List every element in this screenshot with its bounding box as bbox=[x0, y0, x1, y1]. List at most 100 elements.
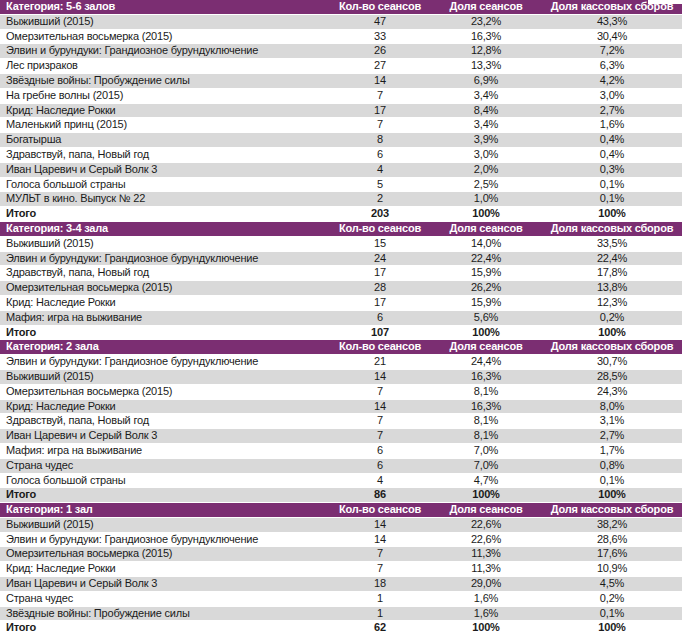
film-title-cell: Крид: Наследие Рокки bbox=[0, 562, 330, 577]
boxoffice-share-cell: 2,7% bbox=[542, 429, 682, 444]
session-count-cell: 107 bbox=[330, 325, 430, 340]
film-title-cell: Выживший (2015) bbox=[0, 236, 330, 251]
boxoffice-share-cell: 3,1% bbox=[542, 414, 682, 429]
column-header: Доля кассовых сборов bbox=[542, 340, 682, 354]
boxoffice-share-cell: 0,3% bbox=[542, 162, 682, 177]
table-row: Здравствуй, папа, Новый год63,0%0,4% bbox=[0, 147, 682, 162]
film-title-cell: Выживший (2015) bbox=[0, 14, 330, 29]
session-share-cell: 8,1% bbox=[430, 429, 542, 444]
table-row: Выживший (2015)1514,0%33,5% bbox=[0, 236, 682, 251]
session-count-cell: 27 bbox=[330, 59, 430, 74]
session-count-cell: 14 bbox=[330, 517, 430, 532]
session-share-cell: 22,6% bbox=[430, 532, 542, 547]
session-count-cell: 14 bbox=[330, 532, 430, 547]
film-title-cell: Богатырша bbox=[0, 133, 330, 148]
film-title-cell: Выживший (2015) bbox=[0, 369, 330, 384]
table-row: Страна чудес67,0%0,8% bbox=[0, 458, 682, 473]
boxoffice-share-cell: 7,2% bbox=[542, 44, 682, 59]
session-count-cell: 26 bbox=[330, 44, 430, 59]
session-share-cell: 8,1% bbox=[430, 384, 542, 399]
session-share-cell: 11,3% bbox=[430, 562, 542, 577]
film-title-cell: Элвин и бурундуки: Грандиозное бурундукл… bbox=[0, 251, 330, 266]
column-header: Доля сеансов bbox=[430, 340, 542, 354]
boxoffice-share-cell: 1,6% bbox=[542, 118, 682, 133]
table-row: Здравствуй, папа, Новый год1715,9%17,8% bbox=[0, 266, 682, 281]
session-count-cell: 18 bbox=[330, 577, 430, 592]
session-count-cell: 6 bbox=[330, 310, 430, 325]
session-share-cell: 3,4% bbox=[430, 118, 542, 133]
boxoffice-share-cell: 100% bbox=[542, 207, 682, 222]
session-share-cell: 2,5% bbox=[430, 177, 542, 192]
total-label: Итого bbox=[0, 325, 330, 340]
film-title-cell: Звёздные войны: Пробуждение силы bbox=[0, 606, 330, 621]
column-header: Доля кассовых сборов bbox=[542, 222, 682, 236]
table-row: Омерзительная восьмерка (2015)711,3%17,6… bbox=[0, 547, 682, 562]
column-header: Доля сеансов bbox=[430, 0, 542, 14]
boxoffice-share-cell: 13,8% bbox=[542, 281, 682, 296]
table-row: МУЛЬТ в кино. Выпуск № 2221,0%0,1% bbox=[0, 192, 682, 207]
film-title-cell: Крид: Наследие Рокки bbox=[0, 399, 330, 414]
session-count-cell: 1 bbox=[330, 606, 430, 621]
boxoffice-share-cell: 100% bbox=[542, 621, 682, 636]
film-title-cell: Страна чудес bbox=[0, 591, 330, 606]
total-row: Итого107100%100% bbox=[0, 325, 682, 340]
boxoffice-share-cell: 4,5% bbox=[542, 577, 682, 592]
boxoffice-share-cell: 28,6% bbox=[542, 532, 682, 547]
table-header-row: Категория: 2 залаКол-во сеансовДоля сеан… bbox=[0, 340, 682, 354]
film-title-cell: Иван Царевич и Серый Волк 3 bbox=[0, 162, 330, 177]
boxoffice-share-cell: 38,2% bbox=[542, 517, 682, 532]
session-share-cell: 7,0% bbox=[430, 443, 542, 458]
boxoffice-share-cell: 28,5% bbox=[542, 369, 682, 384]
table-row: Мафия: игра на выживание67,0%1,7% bbox=[0, 443, 682, 458]
table-row: Иван Царевич и Серый Волк 31829,0%4,5% bbox=[0, 577, 682, 592]
session-count-cell: 7 bbox=[330, 562, 430, 577]
total-row: Итого62100%100% bbox=[0, 621, 682, 636]
boxoffice-share-cell: 4,2% bbox=[542, 73, 682, 88]
boxoffice-share-cell: 12,3% bbox=[542, 295, 682, 310]
table-row: Омерзительная восьмерка (2015)78,1%24,3% bbox=[0, 384, 682, 399]
total-label: Итого bbox=[0, 207, 330, 222]
table-header-row: Категория: 3-4 залаКол-во сеансовДоля се… bbox=[0, 222, 682, 236]
session-share-cell: 26,2% bbox=[430, 281, 542, 296]
session-count-cell: 7 bbox=[330, 429, 430, 444]
session-count-cell: 7 bbox=[330, 88, 430, 103]
session-share-cell: 100% bbox=[430, 488, 542, 503]
total-label: Итого bbox=[0, 621, 330, 636]
table-row: Иван Царевич и Серый Волк 342,0%0,3% bbox=[0, 162, 682, 177]
category-label: Категория: 3-4 зала bbox=[0, 222, 330, 236]
session-share-cell: 16,3% bbox=[430, 399, 542, 414]
session-share-cell: 6,9% bbox=[430, 73, 542, 88]
film-title-cell: Омерзительная восьмерка (2015) bbox=[0, 547, 330, 562]
table-row: Выживший (2015)4723,2%43,3% bbox=[0, 14, 682, 29]
boxoffice-share-cell: 33,5% bbox=[542, 236, 682, 251]
table-row: Крид: Наследие Рокки711,3%10,9% bbox=[0, 562, 682, 577]
session-count-cell: 33 bbox=[330, 29, 430, 44]
category-label: Категория: 5-6 залов bbox=[0, 0, 330, 14]
corner-artifact bbox=[648, 0, 682, 4]
film-title-cell: Омерзительная восьмерка (2015) bbox=[0, 29, 330, 44]
category-table: Категория: 1 залКол-во сеансовДоля сеанс… bbox=[0, 503, 682, 636]
film-title-cell: МУЛЬТ в кино. Выпуск № 22 bbox=[0, 192, 330, 207]
session-share-cell: 1,6% bbox=[430, 591, 542, 606]
session-count-cell: 7 bbox=[330, 547, 430, 562]
session-count-cell: 17 bbox=[330, 295, 430, 310]
table-row: Выживший (2015)1422,6%38,2% bbox=[0, 517, 682, 532]
film-title-cell: Лес призраков bbox=[0, 59, 330, 74]
film-title-cell: Элвин и бурундуки: Грандиозное бурундукл… bbox=[0, 44, 330, 59]
film-title-cell: Иван Царевич и Серый Волк 3 bbox=[0, 577, 330, 592]
session-share-cell: 22,4% bbox=[430, 251, 542, 266]
boxoffice-share-cell: 24,3% bbox=[542, 384, 682, 399]
total-row: Итого203100%100% bbox=[0, 207, 682, 222]
boxoffice-share-cell: 1,7% bbox=[542, 443, 682, 458]
boxoffice-share-cell: 100% bbox=[542, 488, 682, 503]
column-header: Доля сеансов bbox=[430, 503, 542, 517]
session-share-cell: 2,0% bbox=[430, 162, 542, 177]
session-count-cell: 7 bbox=[330, 384, 430, 399]
boxoffice-share-cell: 43,3% bbox=[542, 14, 682, 29]
boxoffice-share-cell: 17,8% bbox=[542, 266, 682, 281]
boxoffice-share-cell: 0,8% bbox=[542, 458, 682, 473]
film-title-cell: Здравствуй, папа, Новый год bbox=[0, 414, 330, 429]
session-share-cell: 11,3% bbox=[430, 547, 542, 562]
category-label: Категория: 1 зал bbox=[0, 503, 330, 517]
session-count-cell: 14 bbox=[330, 73, 430, 88]
